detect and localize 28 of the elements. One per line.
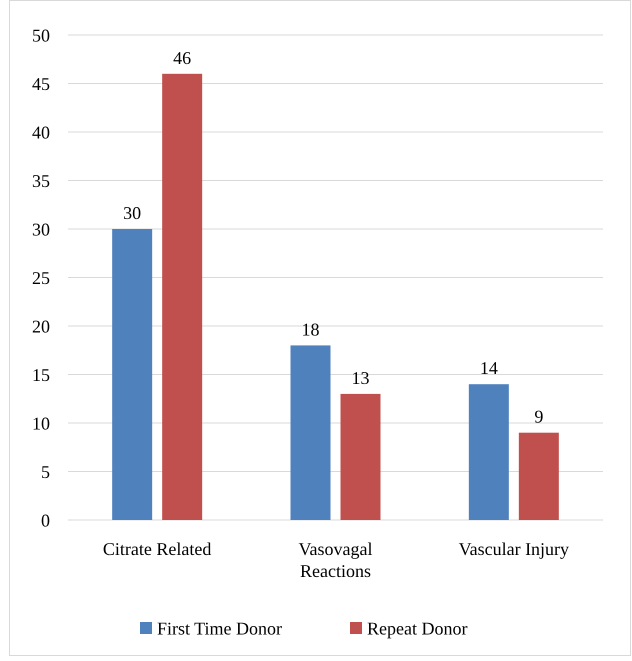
bar xyxy=(162,74,202,520)
y-tick-label: 40 xyxy=(32,122,50,142)
data-label: 46 xyxy=(173,48,192,68)
y-tick-label: 20 xyxy=(32,316,50,336)
bar xyxy=(518,432,559,520)
bar xyxy=(468,384,509,520)
data-label: 18 xyxy=(302,319,320,340)
data-label: 13 xyxy=(352,368,370,388)
x-tick-label: Vasovagal Reactions xyxy=(298,539,372,581)
y-tick-label: 50 xyxy=(32,25,50,46)
y-tick-label: 0 xyxy=(41,510,50,530)
y-tick-label: 10 xyxy=(32,413,50,434)
y-tick-label: 35 xyxy=(32,170,50,191)
bar xyxy=(112,229,152,520)
legend-label: First Time Donor xyxy=(157,618,282,638)
bar xyxy=(340,394,380,520)
y-tick-label: 25 xyxy=(32,268,50,288)
data-label: 14 xyxy=(480,358,498,378)
bar xyxy=(290,345,330,520)
y-tick-label: 45 xyxy=(32,74,50,94)
legend-label: Repeat Donor xyxy=(367,618,468,638)
data-label: 30 xyxy=(123,203,142,223)
data-label: 9 xyxy=(534,406,544,427)
x-tick-label: Citrate Related xyxy=(102,539,212,559)
x-tick-label: Vascular Injury xyxy=(458,539,570,559)
y-tick-label: 5 xyxy=(41,462,50,482)
y-tick-label: 15 xyxy=(32,364,50,385)
y-tick-label: 30 xyxy=(32,219,50,240)
